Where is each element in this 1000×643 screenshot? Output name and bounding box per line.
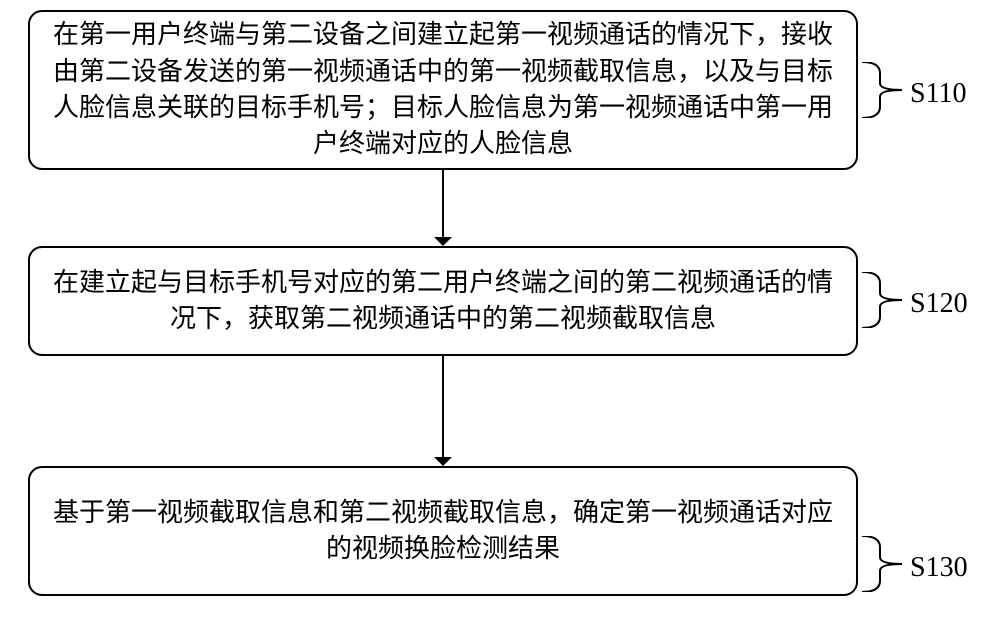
brace-s120 xyxy=(862,272,902,328)
flowchart-canvas: 在第一用户终端与第二设备之间建立起第一视频通话的情况下，接收由第二设备发送的第一… xyxy=(0,0,1000,643)
brace-s110 xyxy=(862,62,902,118)
arrow-s120-s130-line xyxy=(442,356,444,457)
brace-s130 xyxy=(862,536,902,592)
step-label-s130: S130 xyxy=(910,552,968,584)
arrow-s120-s130-head xyxy=(434,457,452,466)
step-box-s120: 在建立起与目标手机号对应的第二用户终端之间的第二视频通话的情况下，获取第二视频通… xyxy=(28,246,858,356)
step-label-s110: S110 xyxy=(910,78,967,110)
step-text-s120: 在建立起与目标手机号对应的第二用户终端之间的第二视频通话的情况下，获取第二视频通… xyxy=(48,265,838,338)
step-text-s110: 在第一用户终端与第二设备之间建立起第一视频通话的情况下，接收由第二设备发送的第一… xyxy=(48,17,838,163)
step-text-s130: 基于第一视频截取信息和第二视频截取信息，确定第一视频通话对应的视频换脸检测结果 xyxy=(48,495,838,568)
step-box-s130: 基于第一视频截取信息和第二视频截取信息，确定第一视频通话对应的视频换脸检测结果 xyxy=(28,466,858,596)
step-label-s120: S120 xyxy=(910,288,968,320)
arrow-s110-s120-line xyxy=(442,170,444,237)
step-box-s110: 在第一用户终端与第二设备之间建立起第一视频通话的情况下，接收由第二设备发送的第一… xyxy=(28,10,858,170)
arrow-s110-s120-head xyxy=(434,237,452,246)
